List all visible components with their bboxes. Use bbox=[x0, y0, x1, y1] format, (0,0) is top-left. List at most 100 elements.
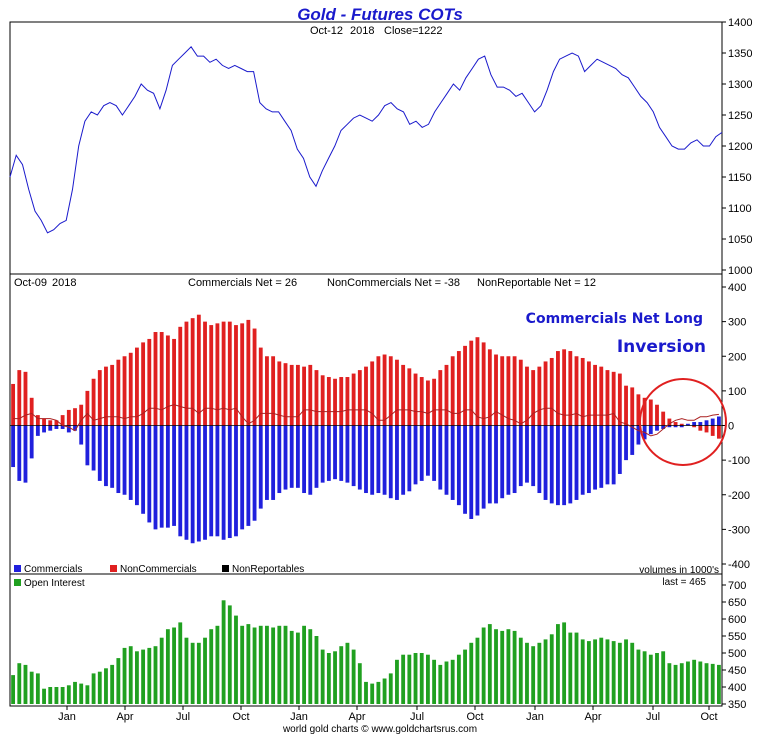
commercials-net-label: Commercials Net = 26 bbox=[188, 277, 297, 289]
oi-y-tick-label: 400 bbox=[728, 682, 746, 694]
open-interest-bar bbox=[661, 651, 666, 704]
commercials-bar bbox=[686, 423, 690, 426]
cot-y-tick-label: 200 bbox=[728, 351, 746, 363]
noncommercials-bar bbox=[326, 377, 331, 426]
open-interest-bar bbox=[642, 651, 647, 704]
noncommercials-bar bbox=[271, 356, 276, 426]
open-interest-bar bbox=[413, 653, 418, 704]
noncommercials-bar bbox=[438, 370, 443, 426]
noncommercials-bar bbox=[29, 397, 34, 426]
noncommercials-bar bbox=[605, 370, 610, 426]
open-interest-bar bbox=[549, 634, 554, 704]
commercials-bar bbox=[128, 425, 133, 500]
open-interest-bar bbox=[326, 653, 331, 704]
open-interest-bar bbox=[686, 661, 690, 704]
x-tick-label: Jan bbox=[290, 711, 308, 723]
open-interest-bar bbox=[320, 649, 325, 704]
open-interest-bar bbox=[401, 654, 406, 704]
noncommercials-bar bbox=[382, 354, 387, 426]
noncommercials-bar bbox=[17, 370, 22, 426]
oi-y-tick-label: 500 bbox=[728, 648, 746, 660]
commercials-bar bbox=[339, 425, 344, 481]
open-interest-bar bbox=[104, 668, 108, 704]
open-interest-bar bbox=[97, 671, 102, 704]
x-tick-label: Apr bbox=[584, 711, 601, 723]
commercials-bar bbox=[122, 425, 127, 495]
noncommercials-bar bbox=[549, 357, 554, 426]
legend-swatch-commercials bbox=[14, 565, 21, 572]
noncommercials-bar bbox=[209, 325, 214, 426]
commercials-bar bbox=[42, 425, 46, 433]
noncommercials-bar bbox=[667, 418, 672, 426]
noncommercials-bar bbox=[11, 383, 16, 426]
open-interest-bar bbox=[556, 624, 560, 704]
noncommercials-bar bbox=[234, 325, 238, 426]
open-interest-bar bbox=[283, 625, 288, 704]
x-tick-label: Oct bbox=[232, 711, 249, 723]
commercials-bar bbox=[679, 425, 684, 428]
noncommercials-bar bbox=[357, 370, 362, 426]
noncommercials-bar bbox=[506, 356, 511, 426]
noncommercials-bar bbox=[370, 361, 375, 426]
noncommercials-bar bbox=[661, 411, 666, 426]
noncommercials-bar bbox=[104, 366, 108, 426]
commercials-bar bbox=[494, 425, 498, 504]
commercials-bar bbox=[116, 425, 121, 494]
noncommercials-bar bbox=[543, 361, 548, 426]
commercials-bar bbox=[283, 425, 288, 490]
noncommercials-bar bbox=[630, 387, 635, 426]
commercials-bar bbox=[444, 425, 449, 495]
commercials-bar bbox=[23, 425, 28, 483]
legend-swatch-noncommercials bbox=[110, 565, 117, 572]
noncommercials-bar bbox=[141, 342, 146, 426]
noncommercials-bar bbox=[302, 366, 307, 426]
noncommercials-bar bbox=[54, 420, 59, 426]
commercials-bar bbox=[17, 425, 22, 481]
inversion-circle bbox=[639, 378, 727, 466]
open-interest-bar bbox=[605, 639, 610, 704]
commercials-bar bbox=[240, 425, 245, 530]
noncommercials-bar bbox=[469, 340, 474, 426]
cot-y-tick-label: 400 bbox=[728, 282, 746, 294]
cot-y-tick-label: -400 bbox=[728, 559, 750, 571]
open-interest-bar bbox=[432, 659, 437, 704]
noncommercials-bar bbox=[23, 371, 28, 426]
open-interest-bar bbox=[599, 637, 604, 704]
open-interest-bar bbox=[203, 637, 207, 704]
open-interest-bar bbox=[364, 681, 368, 704]
open-interest-bar bbox=[481, 627, 486, 704]
cot-y-tick-label: -100 bbox=[728, 455, 750, 467]
noncommercials-bar bbox=[531, 370, 536, 426]
open-interest-bar bbox=[636, 649, 641, 704]
open-interest-bar bbox=[425, 654, 430, 704]
price-plot bbox=[9, 46, 723, 234]
open-interest-bar bbox=[122, 647, 127, 704]
noncommercials-bar bbox=[388, 356, 393, 426]
noncommercials-bar bbox=[580, 357, 585, 426]
x-tick-label: Jul bbox=[410, 711, 424, 723]
commercials-bar bbox=[617, 425, 622, 474]
noncommercials-bar bbox=[376, 356, 381, 426]
x-tick-label: Jul bbox=[646, 711, 660, 723]
noncommercials-bar bbox=[537, 366, 542, 426]
commercials-bar bbox=[54, 425, 59, 429]
commercials-bar bbox=[85, 425, 90, 466]
commercials-bar bbox=[271, 425, 276, 500]
open-interest-bar bbox=[184, 637, 189, 704]
noncommercials-bar bbox=[48, 420, 53, 426]
noncommercials-bar bbox=[258, 347, 263, 426]
cot-y-tick-label: -200 bbox=[728, 490, 750, 502]
open-interest-bar bbox=[91, 673, 96, 704]
commercials-bar bbox=[333, 425, 337, 480]
x-tick-label: Jan bbox=[58, 711, 76, 723]
open-interest-bar bbox=[128, 646, 133, 704]
open-interest-bar bbox=[85, 685, 90, 704]
noncommercials-bar bbox=[277, 361, 282, 426]
price-year: 2018 bbox=[350, 25, 374, 37]
noncommercials-bar bbox=[283, 363, 288, 426]
commercials-bar bbox=[265, 425, 269, 500]
price-y-tick-label: 1300 bbox=[728, 79, 752, 91]
noncommercials-bar bbox=[159, 332, 164, 426]
x-tick-label: Apr bbox=[116, 711, 133, 723]
noncommercials-bar bbox=[35, 415, 40, 426]
